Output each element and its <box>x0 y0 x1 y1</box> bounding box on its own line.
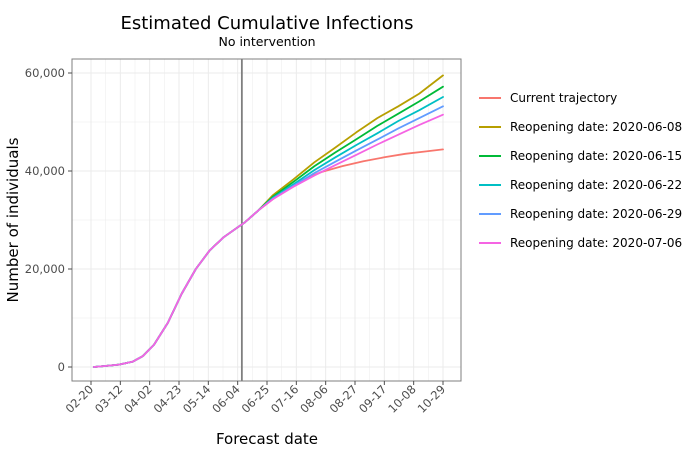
y-tick-label: 0 <box>58 360 65 374</box>
x-tick-label: 02-20 <box>63 382 97 416</box>
chart-title: Estimated Cumulative Infections <box>121 13 414 34</box>
y-tick-label: 20,000 <box>25 262 65 276</box>
legend: Current trajectory Reopening date: 2020-0… <box>479 91 682 250</box>
series-line-6 <box>92 113 444 368</box>
x-tick-label: 08-06 <box>297 382 331 416</box>
legend-label-2: Reopening date: 2020-06-08 <box>510 120 682 134</box>
legend-label-3: Reopening date: 2020-06-15 <box>510 149 682 163</box>
x-tick-label: 10-29 <box>415 382 449 416</box>
x-tick-label: 03-12 <box>92 382 126 416</box>
y-axis: 0 20,000 40,000 60,000 <box>25 66 72 374</box>
legend-label-4: Reopening date: 2020-06-22 <box>510 178 682 192</box>
legend-label-5: Reopening date: 2020-06-29 <box>510 207 682 221</box>
legend-label-6: Reopening date: 2020-07-06 <box>510 236 682 250</box>
x-tick-label: 06-04 <box>209 382 243 416</box>
x-tick-label: 05-14 <box>180 382 214 416</box>
y-axis-title: Number of individuals <box>4 137 22 302</box>
x-tick-label: 04-02 <box>121 382 155 416</box>
x-tick-label: 09-17 <box>356 382 390 416</box>
x-tick-label: 10-08 <box>385 382 419 416</box>
x-tick-label: 07-16 <box>268 382 302 416</box>
x-tick-label: 04-23 <box>151 382 185 416</box>
y-tick-label: 40,000 <box>25 164 65 178</box>
series-lines <box>92 74 444 368</box>
x-axis-title: Forecast date <box>216 430 318 448</box>
legend-label-1: Current trajectory <box>510 91 617 105</box>
x-axis: 02-2003-1204-0204-2305-1406-0406-2507-16… <box>63 381 449 416</box>
grid-lines <box>72 59 461 381</box>
chart-subtitle: No intervention <box>218 34 315 49</box>
x-tick-label: 08-27 <box>327 382 361 416</box>
y-tick-label: 60,000 <box>25 66 65 80</box>
x-tick-label: 06-25 <box>239 382 273 416</box>
